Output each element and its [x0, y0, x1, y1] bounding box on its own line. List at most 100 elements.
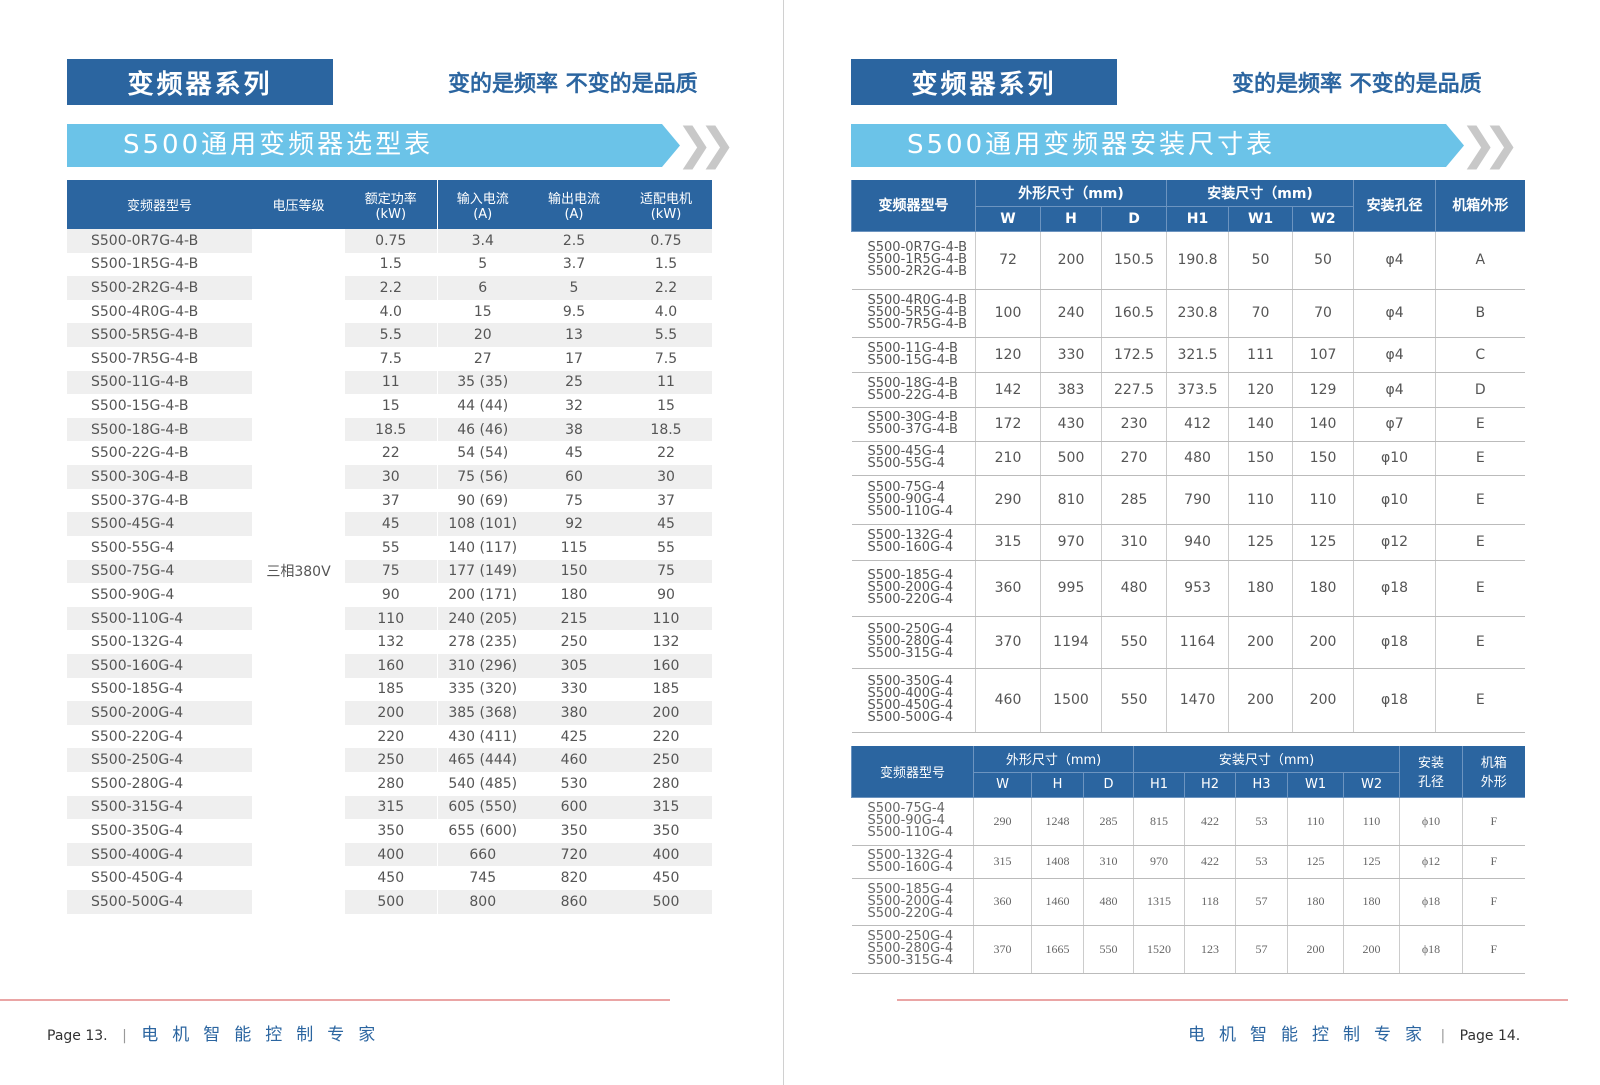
value-cell: 370	[975, 616, 1041, 669]
value-cell: 15	[657, 398, 675, 415]
model-cell: S500-75G-4	[67, 559, 252, 584]
value-cell: 177 (149)	[436, 559, 528, 584]
value-cell: 57	[1235, 925, 1288, 974]
value-cell: 400	[620, 842, 712, 867]
value-cell: 280	[377, 775, 405, 792]
value-cell: 200 (171)	[436, 583, 528, 607]
value-cell: 200	[1292, 616, 1354, 669]
value-cell: 280	[652, 775, 680, 792]
model-header: 变频器型号	[851, 180, 976, 232]
model-cell: S500-37G-4-B	[91, 492, 189, 509]
model-cell: S500-30G-4-B	[67, 465, 252, 489]
value-cell: 953	[1166, 560, 1229, 617]
value-cell: 430 (411)	[436, 724, 528, 749]
page-number: Page 13.	[47, 1028, 108, 1044]
table-row: S500-500G-4 500 800 860 500	[67, 890, 712, 914]
table-row: S500-280G-4 280 540 (485) 530 280	[67, 772, 712, 796]
value-cell: 480	[1082, 878, 1134, 926]
value-cell: 140 (117)	[436, 535, 528, 560]
model-cell: S500-5R5G-4-B	[67, 323, 252, 348]
value-cell: 108 (101)	[436, 512, 528, 536]
value-cell: 180	[1292, 560, 1354, 617]
value-cell: 17	[565, 350, 583, 367]
table-row: S500-15G-4-B 15 44 (44) 32 15	[67, 394, 712, 418]
value-cell: 50	[1228, 231, 1293, 290]
value-cell: 450	[377, 870, 405, 887]
value-cell: 250	[560, 634, 588, 651]
value-cell: 370	[973, 925, 1032, 974]
chevron-icon: ❯❯	[676, 119, 736, 170]
value-cell: 190.8	[1166, 231, 1229, 290]
model-cell: S500-90G-4	[91, 586, 175, 603]
table-row: S500-37G-4-B 37 90 (69) 75 37	[67, 488, 712, 513]
value-cell: 350	[377, 823, 405, 840]
value-cell: 45	[345, 512, 437, 536]
value-cell: 380	[528, 701, 620, 725]
value-cell: 2.2	[620, 276, 712, 300]
table-row: S500-11G-4-B S500-15G-4-B 120 330 172.5 321.5…	[851, 337, 1525, 373]
model-cell: S500-110G-4	[67, 606, 252, 631]
model-cell: S500-18G-4-B S500-22G-4-B	[851, 372, 976, 408]
value-cell: 422	[1184, 797, 1236, 846]
value-cell: 460	[528, 748, 620, 773]
table-row: S500-400G-4 400 660 720 400	[67, 842, 712, 867]
value-cell: 860	[528, 890, 620, 914]
value-cell: 350	[652, 823, 680, 840]
value-cell: 315	[973, 845, 1032, 879]
value-cell: 32	[565, 398, 583, 415]
hole-header: 安装孔径	[1353, 180, 1436, 232]
value-cell: 92	[528, 512, 620, 536]
value-cell: ϕ18	[1399, 925, 1463, 974]
value-cell: 400	[345, 842, 437, 867]
value-cell: 480	[1100, 560, 1167, 617]
value-cell: 185	[652, 681, 680, 698]
table-row: S500-250G-4 250 465 (444) 460 250	[67, 748, 712, 773]
mounting-dimension-header: 安装尺寸（mm)	[1133, 746, 1400, 773]
table-row: S500-185G-4 S500-200G-4 S500-220G-4 360 995 4…	[851, 560, 1525, 617]
model-cell: S500-185G-4 S500-200G-4 S500-220G-4	[851, 560, 976, 617]
value-cell: 240 (205)	[436, 606, 528, 631]
value-cell: 75	[620, 559, 712, 584]
footer-right: 电机智能控制专家 | Page 14.	[1188, 1025, 1521, 1045]
value-cell: E	[1435, 475, 1525, 525]
table-row: S500-75G-4 S500-90G-4 S500-110G-4 290 1248 28…	[851, 797, 1525, 846]
value-cell: 500	[1040, 441, 1102, 476]
value-cell: 220	[377, 728, 405, 745]
value-cell: 1.5	[654, 256, 678, 273]
table-row: S500-250G-4 S500-280G-4 S500-315G-4 370 1194…	[851, 616, 1525, 669]
value-cell: 1248	[1031, 797, 1084, 846]
value-cell: 30	[345, 465, 437, 489]
value-cell: 2.5	[528, 229, 620, 253]
value-cell: 330	[560, 681, 588, 698]
value-cell: 230.8	[1166, 289, 1229, 338]
table-row: S500-132G-4 S500-160G-4 315 1408 310 970 422 53…	[851, 845, 1525, 879]
value-cell: 45	[565, 445, 583, 462]
table-row: S500-110G-4 110 240 (205) 215 110	[67, 606, 712, 631]
value-cell: 940	[1166, 524, 1229, 561]
value-cell: 18.5	[345, 417, 437, 442]
column-header: 输入电流 (A)	[436, 180, 528, 229]
model-cell: S500-7R5G-4-B	[91, 350, 199, 367]
value-cell: 550	[1082, 925, 1134, 974]
column-header: 变频器型号	[67, 180, 252, 229]
footer-line	[0, 999, 670, 1001]
model-cell: S500-220G-4	[91, 728, 184, 745]
model-cell: S500-500G-4	[67, 890, 252, 914]
value-cell: 15	[436, 299, 528, 324]
value-cell: φ4	[1353, 289, 1436, 338]
value-cell: 100	[975, 289, 1041, 338]
value-cell: 13	[528, 323, 620, 348]
value-cell: 132	[377, 634, 405, 651]
value-cell: 1.5	[379, 256, 402, 273]
value-cell: 5.5	[345, 323, 437, 348]
value-cell: φ18	[1353, 616, 1436, 669]
value-cell: 430	[1040, 407, 1102, 442]
value-cell: ϕ10	[1399, 797, 1463, 846]
value-cell: 9.5	[562, 303, 586, 320]
value-cell: 465 (444)	[436, 748, 528, 773]
series-title-right: 变频器系列	[851, 59, 1117, 105]
sub-header: W2	[1343, 772, 1400, 798]
value-cell: 140	[1292, 407, 1354, 442]
value-cell: 150	[1292, 441, 1354, 476]
sub-header: H	[1040, 206, 1102, 232]
